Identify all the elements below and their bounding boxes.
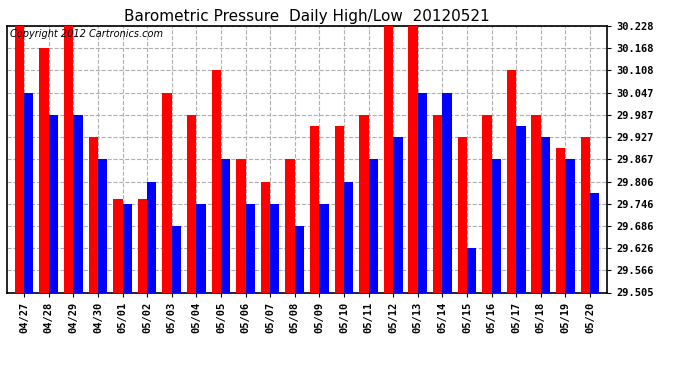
Bar [482, 115, 491, 292]
Bar [491, 159, 501, 292]
Bar [368, 159, 378, 292]
Bar [162, 93, 172, 292]
Title: Barometric Pressure  Daily High/Low  20120521: Barometric Pressure Daily High/Low 20120… [124, 9, 490, 24]
Bar [212, 70, 221, 292]
Bar [187, 115, 197, 292]
Bar [88, 137, 98, 292]
Bar [433, 115, 442, 292]
Bar [270, 204, 279, 292]
Bar [556, 148, 565, 292]
Bar [221, 159, 230, 292]
Bar [236, 159, 246, 292]
Bar [98, 159, 107, 292]
Text: Copyright 2012 Cartronics.com: Copyright 2012 Cartronics.com [10, 29, 163, 39]
Bar [197, 204, 206, 292]
Bar [516, 126, 526, 292]
Bar [24, 93, 34, 292]
Bar [393, 137, 402, 292]
Bar [335, 126, 344, 292]
Bar [286, 159, 295, 292]
Bar [384, 26, 393, 292]
Bar [319, 204, 328, 292]
Bar [507, 70, 516, 292]
Bar [359, 115, 368, 292]
Bar [147, 182, 157, 292]
Bar [172, 226, 181, 292]
Bar [310, 126, 319, 292]
Bar [417, 93, 427, 292]
Bar [14, 26, 24, 292]
Bar [49, 115, 58, 292]
Bar [73, 115, 83, 292]
Bar [408, 26, 417, 292]
Bar [541, 137, 550, 292]
Bar [565, 159, 575, 292]
Bar [123, 204, 132, 292]
Bar [531, 115, 541, 292]
Bar [580, 137, 590, 292]
Bar [261, 182, 270, 292]
Bar [64, 26, 73, 292]
Bar [590, 193, 600, 292]
Bar [246, 204, 255, 292]
Bar [39, 48, 49, 292]
Bar [344, 182, 353, 292]
Bar [442, 93, 452, 292]
Bar [295, 226, 304, 292]
Bar [457, 137, 467, 292]
Bar [467, 248, 476, 292]
Bar [138, 199, 147, 292]
Bar [113, 199, 123, 292]
